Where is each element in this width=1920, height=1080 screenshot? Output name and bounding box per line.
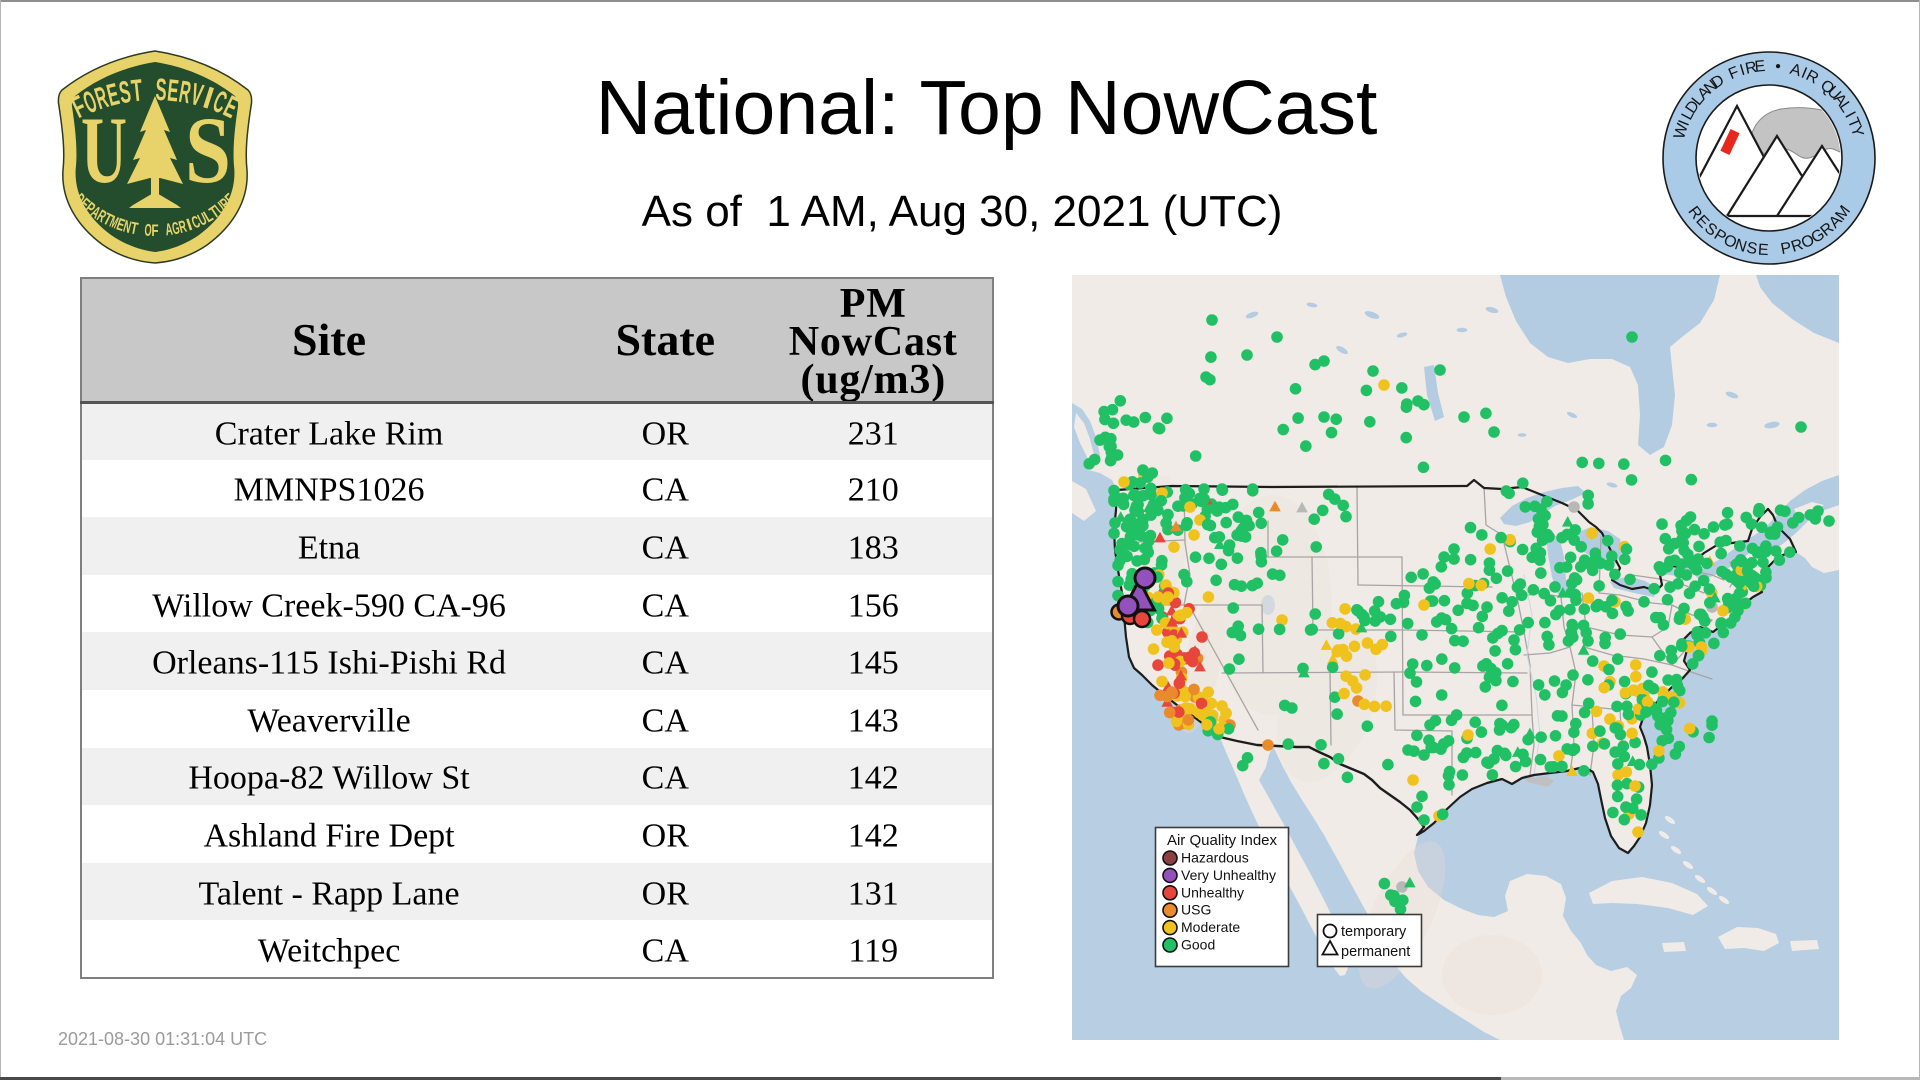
svg-text:T: T xyxy=(130,72,145,108)
svg-text:P: P xyxy=(1779,240,1793,259)
svg-text:S: S xyxy=(155,72,167,107)
svg-text:A: A xyxy=(164,220,174,240)
svg-text:E: E xyxy=(1754,58,1766,76)
svg-text:I: I xyxy=(1799,65,1810,82)
svg-text:I: I xyxy=(1676,118,1693,129)
svg-text:A: A xyxy=(1788,61,1803,80)
svg-text:E: E xyxy=(166,72,181,108)
svg-text:N: N xyxy=(121,217,133,237)
svg-text:Unhealthy: Unhealthy xyxy=(1181,884,1244,900)
svg-text:T: T xyxy=(129,218,140,238)
svg-text:I: I xyxy=(1738,62,1747,80)
svg-text:I: I xyxy=(184,215,195,235)
svg-text:U: U xyxy=(81,97,127,203)
svg-text:Air Quality Index: Air Quality Index xyxy=(1167,832,1278,849)
svg-text:Hazardous: Hazardous xyxy=(1181,850,1249,866)
svg-text:permanent: permanent xyxy=(1341,944,1410,960)
svg-text:R: R xyxy=(1789,236,1805,256)
svg-text:N: N xyxy=(1733,236,1749,256)
svg-text:Moderate: Moderate xyxy=(1181,919,1240,935)
svg-text:F: F xyxy=(151,221,158,240)
svg-text:Very Unhealthy: Very Unhealthy xyxy=(1181,867,1276,883)
svg-text:R: R xyxy=(177,217,189,237)
svg-text:temporary: temporary xyxy=(1341,924,1407,940)
svg-text:Good: Good xyxy=(1181,937,1215,953)
svg-text:E: E xyxy=(1757,241,1769,259)
svg-text:O: O xyxy=(144,221,152,240)
svg-text:Y: Y xyxy=(1847,124,1866,139)
svg-text:W: W xyxy=(1671,121,1692,141)
svg-text:I: I xyxy=(1841,109,1858,121)
svg-text:S: S xyxy=(1745,240,1759,259)
svg-text:USG: USG xyxy=(1181,902,1211,918)
svg-text:S: S xyxy=(185,97,231,203)
svg-text:G: G xyxy=(170,218,181,238)
svg-text:•: • xyxy=(1774,58,1781,75)
svg-text:R: R xyxy=(1744,59,1759,78)
